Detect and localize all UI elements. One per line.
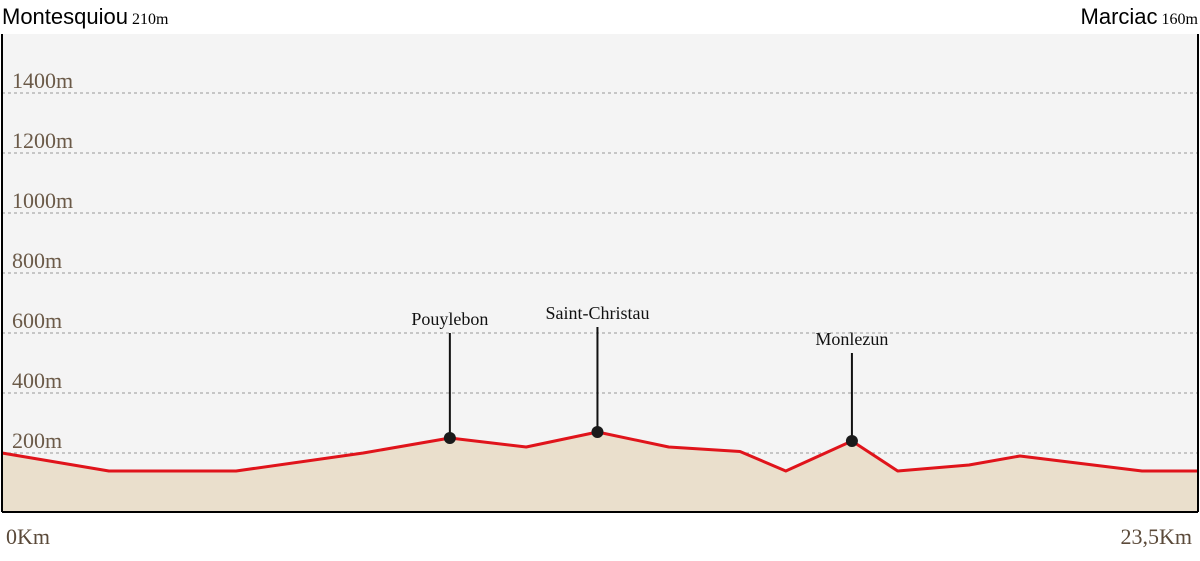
waypoint-label: Monlezun: [815, 329, 888, 349]
waypoint-marker: [591, 426, 604, 438]
waypoint-marker: [443, 432, 456, 444]
start-location: Montesquiou 210m: [2, 4, 168, 33]
profile-area: [2, 432, 1198, 512]
end-location-elevation: 160m: [1161, 11, 1198, 28]
x-axis-end-label: 23,5Km: [1120, 524, 1193, 549]
waypoint-label: Pouylebon: [411, 309, 488, 329]
y-tick-label: 600m: [12, 308, 62, 333]
y-tick-label: 1400m: [12, 68, 73, 93]
waypoint-label: Saint-Christau: [545, 303, 649, 323]
y-tick-label: 200m: [12, 428, 62, 453]
end-location: Marciac 160m: [1081, 4, 1198, 33]
start-location-name: Montesquiou: [2, 4, 128, 29]
end-location-name: Marciac: [1080, 4, 1158, 29]
profile-line: [1, 430, 1198, 473]
x-axis-start-label: 0Km: [6, 524, 50, 549]
y-tick-label: 1000m: [12, 188, 73, 213]
y-tick-label: 800m: [12, 248, 62, 273]
y-tick-label: 1200m: [12, 128, 73, 153]
start-location-elevation: 210m: [131, 11, 169, 28]
waypoint-marker: [845, 435, 858, 447]
y-tick-label: 400m: [12, 368, 62, 393]
